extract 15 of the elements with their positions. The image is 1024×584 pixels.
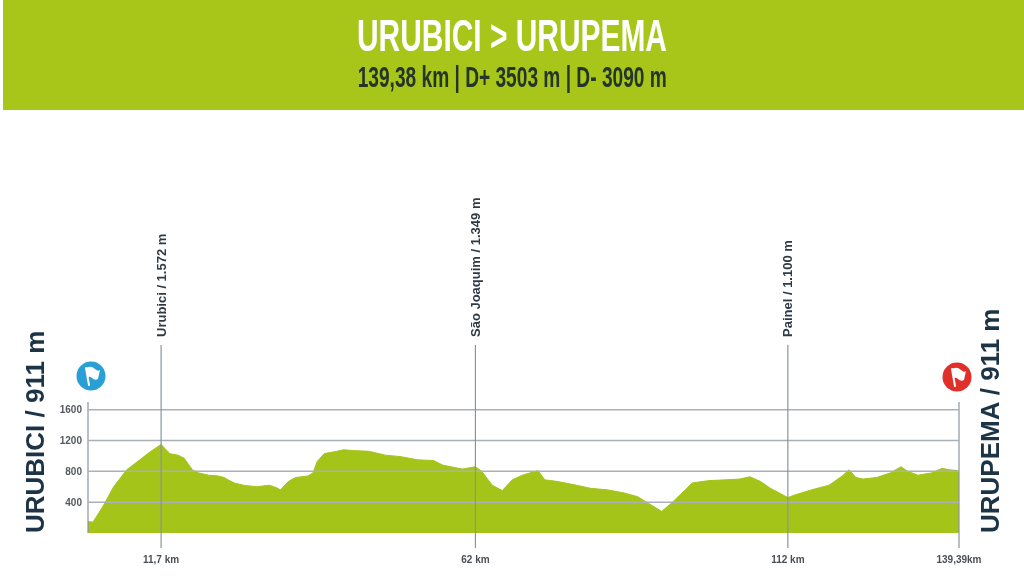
- x-tick-label: 112 km: [771, 554, 805, 566]
- y-tick-label: 400: [65, 496, 83, 508]
- y-tick-label: 1200: [59, 435, 83, 447]
- chart-subtitle: 139,38 km | D+ 3503 m | D- 3090 m: [357, 61, 667, 93]
- x-tick-label: 62 km: [461, 554, 490, 566]
- y-tick-label: 800: [65, 465, 83, 477]
- text: URUBICI / 911 m: [20, 330, 50, 533]
- x-tick-label: 139,39km: [936, 554, 982, 566]
- chart-title: URUBICI > URUPEMA: [356, 11, 668, 60]
- text: URUPEMA / 911 m: [975, 308, 1005, 533]
- ref-line-label: Urubici / 1.572 m: [153, 233, 169, 337]
- ref-line-label: São Joaquim / 1.349 m: [467, 197, 483, 337]
- y-tick-label: 1600: [59, 404, 83, 416]
- x-tick-label: 11,7 km: [143, 554, 180, 566]
- ref-line-label: Painel / 1.100 m: [780, 240, 796, 337]
